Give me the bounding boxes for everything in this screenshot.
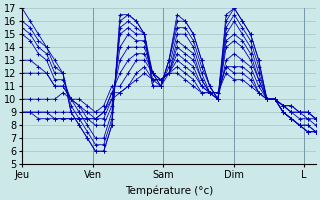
X-axis label: Température (°c): Température (°c) bbox=[125, 185, 213, 196]
